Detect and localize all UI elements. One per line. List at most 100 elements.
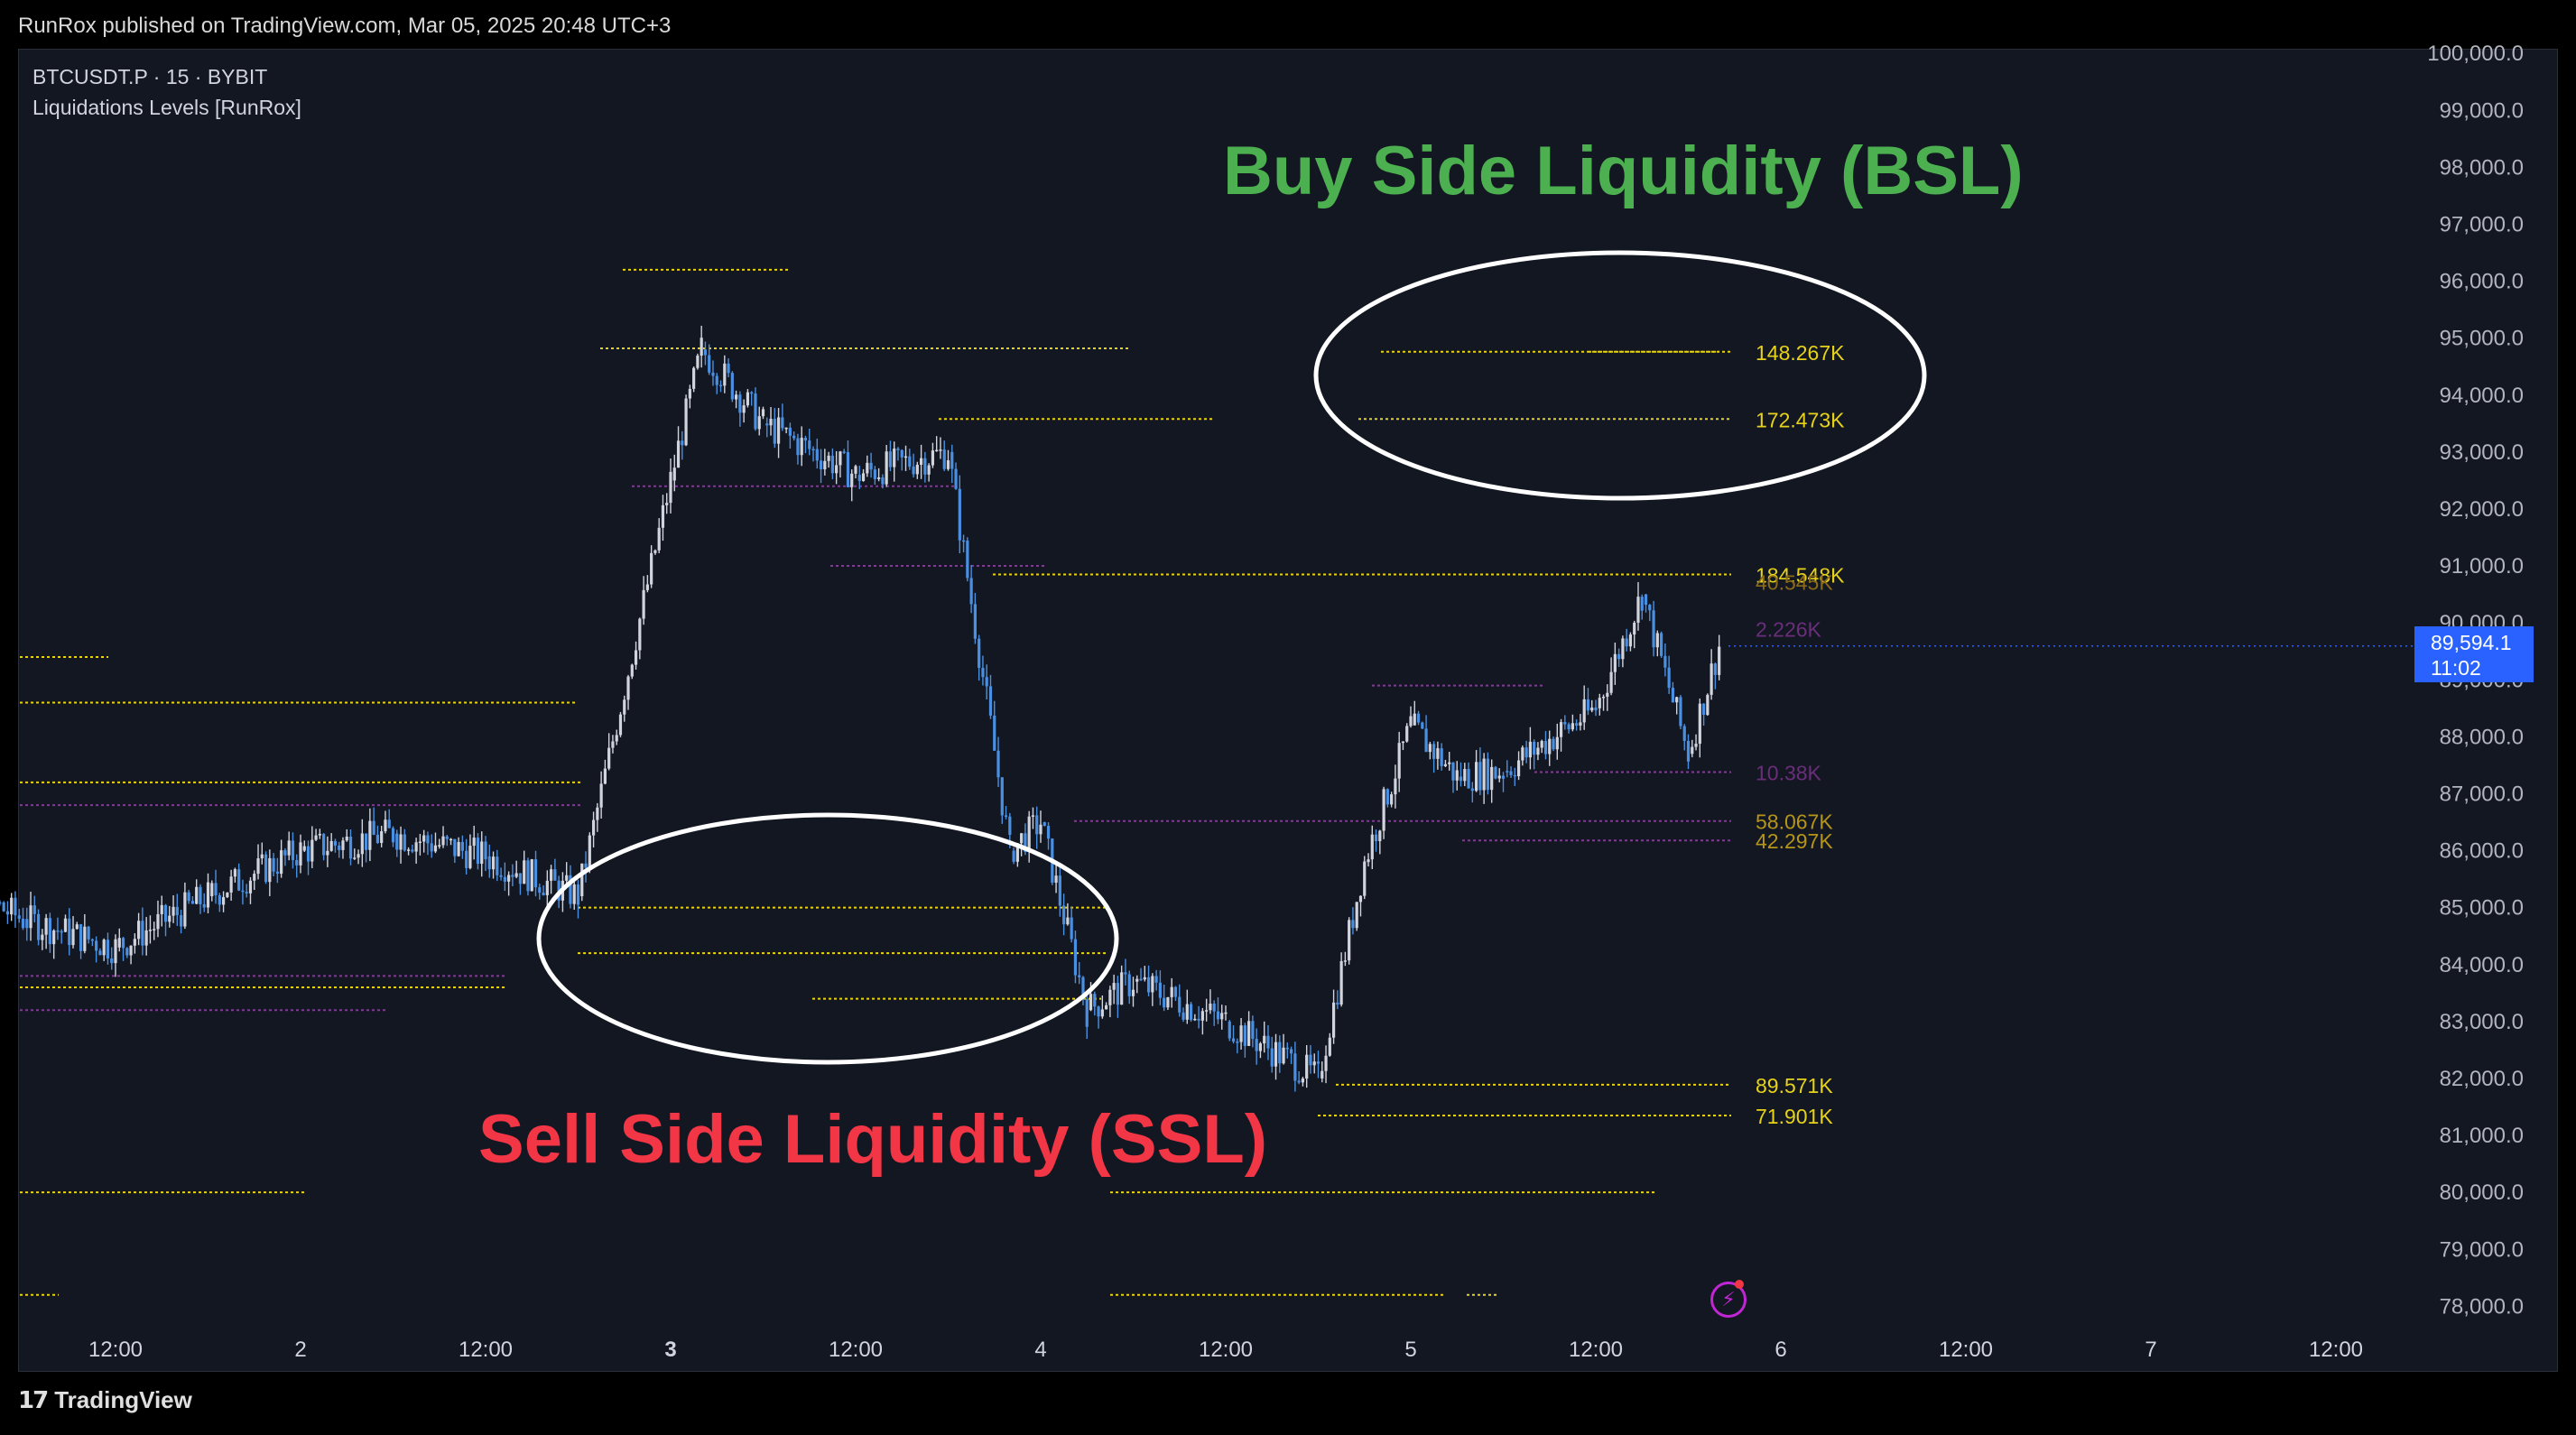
candle-body <box>1031 815 1035 817</box>
candle-body <box>110 958 114 964</box>
candle-body <box>684 398 688 446</box>
candle-body <box>873 469 876 479</box>
candle-body <box>1282 1047 1285 1064</box>
candle-body <box>141 921 144 946</box>
candle-body <box>861 473 866 482</box>
candle-body <box>846 452 850 487</box>
candle-body <box>125 948 129 956</box>
candle-body <box>738 394 742 413</box>
tradingview-logo[interactable]: 17 TradingView <box>18 1386 192 1414</box>
candle-body <box>1509 771 1513 775</box>
publisher-text: RunRox published on TradingView.com, Mar… <box>18 14 672 38</box>
liquidation-label: 184.548K <box>1756 564 1845 588</box>
candle-body <box>1089 994 1093 1011</box>
candle-body <box>226 892 229 898</box>
chart-pane[interactable] <box>18 49 2558 1372</box>
candle-body <box>1181 1012 1185 1020</box>
candle-body <box>1000 777 1004 816</box>
candle-body <box>283 850 287 856</box>
candle-body <box>48 918 51 945</box>
candle-body <box>903 456 908 458</box>
candle-body <box>718 384 723 387</box>
candle-body <box>950 451 954 469</box>
y-tick-label: 97,000.0 <box>2440 212 2524 236</box>
candle-body <box>966 541 969 579</box>
candle-body <box>1524 747 1528 758</box>
lightning-alert-icon[interactable]: ⚡ <box>1710 1282 1747 1318</box>
candle-body <box>291 840 295 860</box>
candle-body <box>1652 610 1655 648</box>
candle-body <box>295 859 299 866</box>
candle-body <box>237 869 241 891</box>
x-tick-label: 4 <box>1034 1338 1046 1362</box>
candle-body <box>530 859 533 892</box>
candle-body <box>268 857 272 883</box>
symbol-legend[interactable]: BTCUSDT.P · 15 · BYBIT <box>32 65 268 88</box>
candle-body <box>1694 744 1698 747</box>
candle-body <box>1440 748 1443 766</box>
candle-body <box>1718 646 1721 675</box>
candle-body <box>380 831 384 843</box>
candle-body <box>1151 976 1154 993</box>
candle-body <box>1521 747 1524 761</box>
candle-body <box>1559 722 1563 737</box>
candle-body <box>1506 771 1509 773</box>
candle-body <box>1324 1055 1328 1071</box>
candle-body <box>1012 850 1015 862</box>
candle-body <box>1528 741 1532 758</box>
candle-body <box>773 419 776 444</box>
candle-body <box>1139 978 1143 981</box>
candle-body <box>784 427 788 430</box>
candle-body <box>87 926 90 940</box>
candle-body <box>1027 816 1031 852</box>
candle-body <box>1143 977 1146 980</box>
candle-body <box>1424 728 1428 753</box>
candle-body <box>472 838 476 847</box>
candle-body <box>465 850 468 868</box>
candle-body <box>221 897 226 905</box>
candle-body <box>1263 1035 1266 1044</box>
candle-body <box>202 903 206 908</box>
candle-body <box>750 392 754 394</box>
y-tick-label: 96,000.0 <box>2440 270 2524 294</box>
candle-body <box>657 527 661 551</box>
candle-body <box>1135 978 1139 982</box>
candle-body <box>615 735 618 742</box>
indicator-legend[interactable]: Liquidations Levels [RunRox] <box>32 96 301 119</box>
candle-body <box>375 834 380 843</box>
candle-body <box>973 604 977 639</box>
candle-body <box>1713 663 1717 675</box>
candle-body <box>1448 762 1451 764</box>
candle-body <box>1163 997 1166 1008</box>
candle-body <box>1185 1004 1189 1020</box>
candle-body <box>742 405 746 413</box>
candle-body <box>1706 694 1710 716</box>
x-tick-label: 2 <box>294 1338 306 1362</box>
candle-body <box>406 849 411 851</box>
liquidation-label: 42.297K <box>1756 829 1833 853</box>
candle-body <box>180 915 183 927</box>
candle-body <box>819 460 823 469</box>
candle-body <box>642 589 645 619</box>
candle-body <box>156 913 160 930</box>
candle-body <box>418 841 422 843</box>
candle-body <box>14 897 17 916</box>
candle-body <box>757 416 761 430</box>
candle-body <box>487 856 491 870</box>
candle-body <box>1097 1006 1100 1017</box>
candle-body <box>95 940 98 951</box>
candle-body <box>306 846 310 862</box>
candle-body <box>1606 692 1609 697</box>
candle-body <box>1212 1004 1216 1012</box>
candle-body <box>329 840 333 851</box>
candle-body <box>1220 1013 1224 1020</box>
candle-body <box>885 451 888 485</box>
candle-body <box>808 440 811 449</box>
candle-body <box>1228 1021 1231 1039</box>
candle-body <box>287 840 291 856</box>
candle-body <box>1470 788 1474 792</box>
candle-body <box>1594 707 1598 711</box>
candle-body <box>912 467 915 475</box>
x-tick-label: 12:00 <box>1199 1338 1253 1362</box>
